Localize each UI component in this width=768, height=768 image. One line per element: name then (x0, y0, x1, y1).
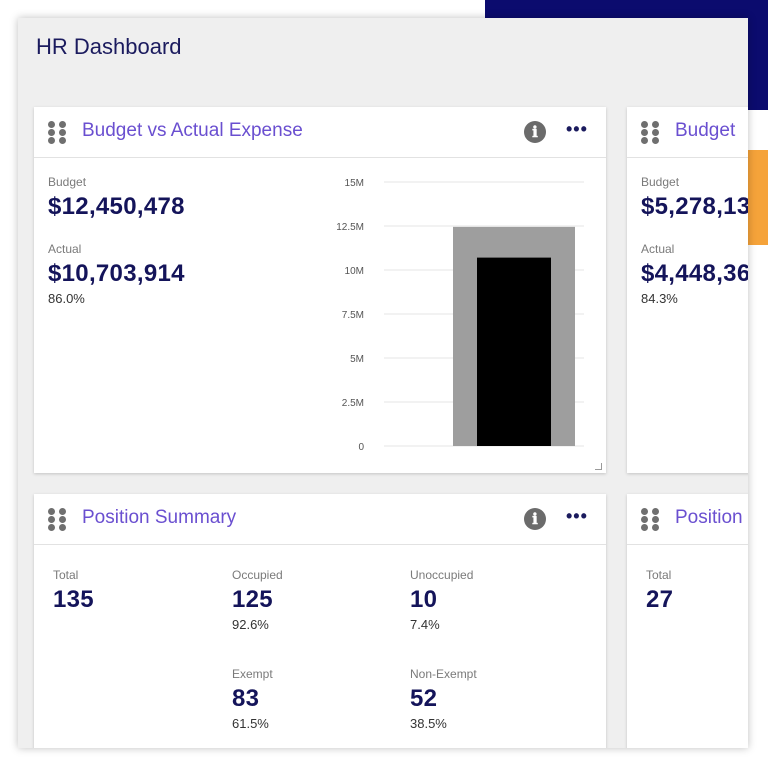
y-tick-label: 12.5M (336, 222, 364, 233)
total-label: Total (646, 568, 672, 582)
actual-value: $10,703,914 (48, 260, 185, 287)
budget-card-2: Budget Budget $5,278,13 Actual $4,448,36… (627, 107, 748, 473)
actual-bar[interactable] (477, 257, 551, 446)
unoccupied-label: Unoccupied (410, 568, 474, 582)
y-tick-label: 7.5M (342, 310, 364, 321)
occupied-percent: 92.6% (232, 617, 269, 632)
occupied-label: Occupied (232, 568, 283, 582)
total-value: 135 (53, 586, 94, 613)
position-card-2: Position Total 27 (627, 494, 748, 748)
card-title: Position Summary (82, 507, 237, 528)
budget-label: Budget (48, 175, 87, 189)
drag-handle-icon[interactable] (48, 121, 66, 144)
budget-value: $12,450,478 (48, 193, 185, 220)
info-icon[interactable]: ℹ (524, 121, 546, 143)
unoccupied-value: 10 (410, 586, 438, 613)
info-icon[interactable]: ℹ (524, 508, 546, 530)
card-header: Position (627, 494, 748, 545)
non-exempt-label: Non-Exempt (410, 667, 477, 681)
y-tick-label: 15M (345, 178, 364, 189)
budget-vs-actual-card: Budget vs Actual Expense ℹ ••• Budget $1… (34, 107, 606, 473)
actual-label: Actual (641, 242, 675, 256)
exempt-percent: 61.5% (232, 716, 269, 731)
drag-handle-icon[interactable] (48, 508, 66, 531)
exempt-label: Exempt (232, 667, 273, 681)
budget-value: $5,278,13 (641, 193, 748, 220)
exempt-value: 83 (232, 685, 260, 712)
card-header: Budget vs Actual Expense ℹ ••• (34, 107, 606, 158)
resize-handle-icon[interactable] (595, 463, 602, 470)
budget-vs-actual-chart: 0 2.5M 5M 7.5M 10M 12.5M 15M (336, 178, 584, 452)
dashboard-window: HR Dashboard Budget vs Actual Expense ℹ … (18, 18, 748, 748)
drag-handle-icon[interactable] (641, 508, 659, 531)
y-tick-label: 5M (350, 354, 364, 365)
card-title: Budget vs Actual Expense (82, 120, 303, 141)
y-tick-label: 10M (345, 266, 364, 277)
actual-value: $4,448,36 (641, 260, 748, 287)
card-title: Budget (675, 120, 736, 141)
more-options-icon[interactable]: ••• (566, 119, 588, 139)
budget-label: Budget (641, 175, 680, 189)
actual-label: Actual (48, 242, 82, 256)
drag-handle-icon[interactable] (641, 121, 659, 144)
non-exempt-percent: 38.5% (410, 716, 447, 731)
background-orange-block (748, 150, 768, 245)
y-tick-label: 0 (358, 442, 364, 452)
unoccupied-percent: 7.4% (410, 617, 440, 632)
position-summary-card: Position Summary ℹ ••• Total 135 Occupie… (34, 494, 606, 748)
card-title: Position (675, 507, 743, 528)
actual-percent: 86.0% (48, 291, 85, 306)
occupied-value: 125 (232, 586, 273, 613)
total-value: 27 (646, 586, 674, 613)
non-exempt-value: 52 (410, 685, 438, 712)
y-tick-label: 2.5M (342, 398, 364, 409)
actual-percent: 84.3% (641, 291, 678, 306)
more-options-icon[interactable]: ••• (566, 506, 588, 526)
card-header: Position Summary ℹ ••• (34, 494, 606, 545)
total-label: Total (53, 568, 79, 582)
page-title: HR Dashboard (36, 34, 182, 59)
card-header: Budget (627, 107, 748, 158)
